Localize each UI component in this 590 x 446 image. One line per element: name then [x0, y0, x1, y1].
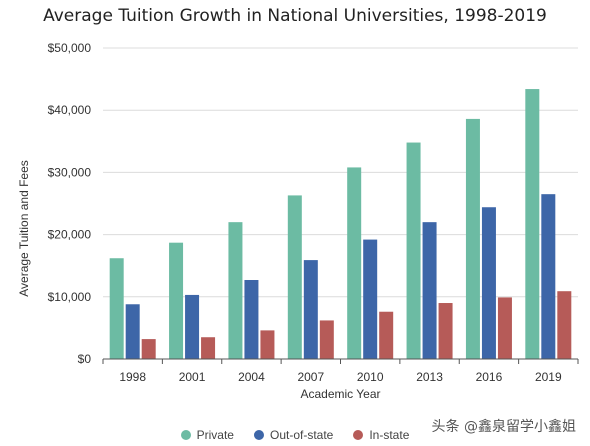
gridlines	[103, 47, 578, 298]
bar-out-of-state-2016	[481, 207, 496, 359]
y-tick-label: $50,000	[48, 41, 92, 55]
bar-in-state-2007	[319, 320, 334, 359]
legend-swatch	[180, 430, 191, 440]
bar-out-of-state-2001	[185, 294, 200, 359]
bar-private-2007	[287, 195, 302, 359]
bar-private-2016	[465, 118, 480, 360]
watermark-text: 头条 @鑫泉留学小鑫姐	[431, 419, 576, 435]
bar-private-2001	[169, 242, 184, 359]
x-tick-label: 2007	[297, 370, 324, 384]
bar-in-state-2010	[379, 311, 394, 359]
bar-out-of-state-2019	[541, 194, 556, 359]
x-tick-label: 2016	[476, 370, 503, 384]
bar-private-2013	[406, 142, 421, 359]
bar-private-2010	[347, 167, 362, 359]
legend-label: Private	[196, 428, 234, 442]
legend-swatch	[253, 430, 264, 440]
x-axis-ticks: 1998 2001 2004 2007 2010 2013 2016 2019	[102, 359, 579, 384]
legend-item-private: Private	[180, 428, 234, 442]
bar-in-state-1998	[141, 339, 156, 359]
legend-label: Out-of-state	[269, 428, 334, 442]
bar-out-of-state-1998	[125, 304, 140, 359]
x-tick-label: 1998	[119, 370, 146, 384]
y-axis-label: Average Tuition and Fees	[17, 160, 31, 297]
bar-out-of-state-2013	[422, 222, 437, 359]
bar-in-state-2019	[557, 291, 572, 359]
y-axis-ticks: $0 $10,000 $20,000 $30,000 $40,000 $50,000	[48, 41, 92, 366]
bar-private-2019	[525, 89, 540, 359]
bar-private-2004	[228, 222, 243, 359]
x-tick-label: 2004	[238, 370, 265, 384]
bar-in-state-2004	[260, 330, 275, 359]
x-tick-label: 2013	[416, 370, 443, 384]
legend-item-in-state: In-state	[353, 428, 409, 442]
legend-label: In-state	[369, 428, 410, 442]
y-tick-label: $40,000	[48, 103, 92, 117]
y-tick-label: $20,000	[48, 228, 92, 242]
bar-in-state-2016	[497, 297, 512, 359]
y-tick-label: $0	[78, 352, 92, 366]
y-tick-label: $30,000	[48, 165, 92, 179]
bar-private-1998	[109, 258, 124, 359]
bar-out-of-state-2004	[244, 280, 259, 359]
x-tick-label: 2019	[535, 370, 562, 384]
bars	[109, 89, 572, 360]
y-tick-label: $10,000	[48, 290, 92, 304]
legend-item-out-of-state: Out-of-state	[253, 428, 334, 442]
chart-title: Average Tuition Growth in National Unive…	[43, 6, 547, 26]
bar-out-of-state-2010	[363, 239, 378, 359]
bar-in-state-2013	[438, 303, 453, 359]
bar-in-state-2001	[201, 337, 216, 359]
x-tick-label: 2001	[179, 370, 206, 384]
x-axis-label: Academic Year	[300, 387, 380, 401]
legend-swatch	[353, 430, 364, 440]
bar-out-of-state-2007	[303, 260, 318, 359]
legend: Private Out-of-state In-state	[0, 428, 590, 443]
x-tick-label: 2010	[357, 370, 384, 384]
